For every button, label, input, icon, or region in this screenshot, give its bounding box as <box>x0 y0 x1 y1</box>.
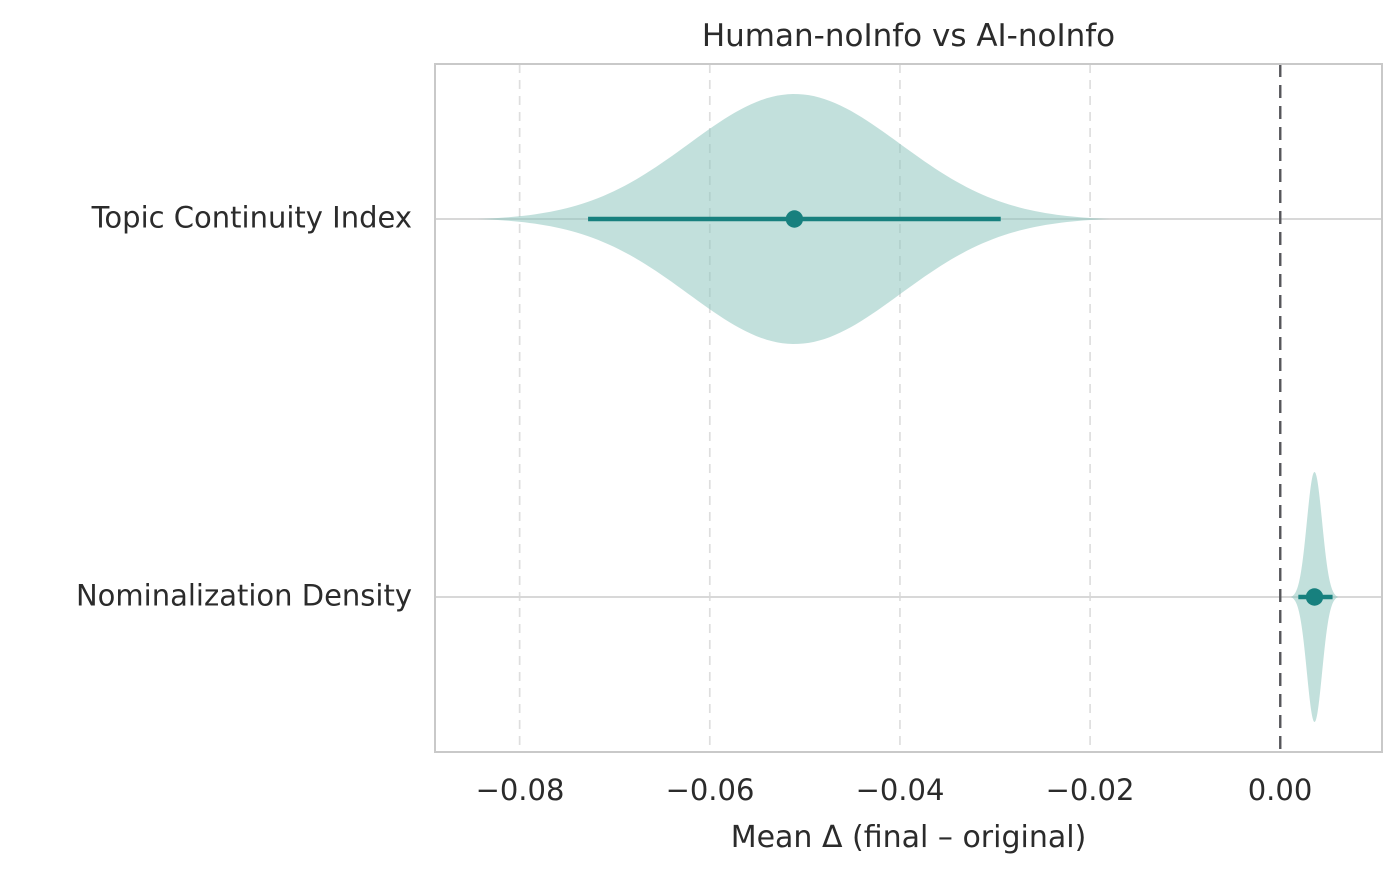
plot-border <box>434 63 1383 753</box>
x-tick-neg-0-06: −0.06 <box>665 773 755 807</box>
x-axis-label: Mean Δ (final – original) <box>730 820 1087 855</box>
chart-title: Human-noInfo vs AI-noInfo <box>701 18 1116 54</box>
mean-dot-1 <box>1305 588 1324 606</box>
mean-dot-0 <box>785 210 804 228</box>
x-tick-neg-0-02: −0.02 <box>1045 773 1135 807</box>
x-tick-neg-0-08: −0.08 <box>475 773 565 807</box>
x-tick-neg-0-04: −0.04 <box>855 773 945 807</box>
category-label-nominalization-density: Nominalization Density <box>75 578 412 613</box>
x-tick-zero: 0.00 <box>1247 773 1313 807</box>
category-label-topic-continuity: Topic Continuity Index <box>91 200 412 235</box>
